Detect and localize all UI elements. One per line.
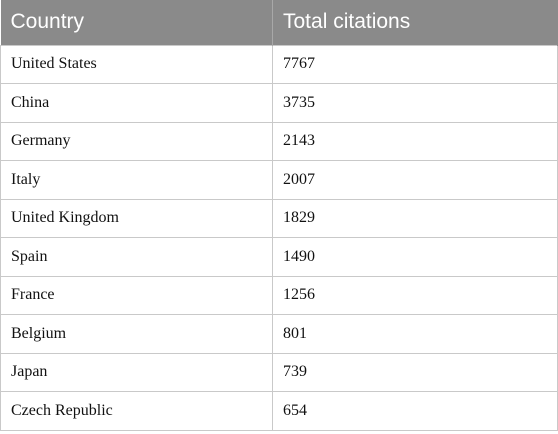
citations-cell: 2143 [272, 121, 558, 161]
table-body: United States 7767 China 3735 Germany 21… [0, 44, 558, 431]
country-cell: France [0, 275, 273, 315]
citations-cell: 3735 [272, 83, 558, 123]
table-row: United Kingdom 1829 [0, 198, 558, 238]
citations-cell: 654 [272, 391, 558, 431]
citations-cell: 1256 [272, 275, 558, 315]
table-header: Country Total citations [0, 0, 558, 45]
citations-cell: 739 [272, 352, 558, 392]
header-total-citations: Total citations [272, 0, 558, 45]
country-cell: Italy [0, 160, 273, 200]
country-cell: Spain [0, 237, 273, 277]
table-row: France 1256 [0, 275, 558, 315]
table-row: Belgium 801 [0, 314, 558, 354]
country-cell: Czech Republic [0, 391, 273, 431]
country-cell: China [0, 83, 273, 123]
table-row: China 3735 [0, 83, 558, 123]
table-row: Germany 2143 [0, 121, 558, 161]
country-cell: United States [0, 44, 273, 84]
table-row: Japan 739 [0, 352, 558, 392]
citations-cell: 1829 [272, 198, 558, 238]
header-row: Country Total citations [0, 0, 558, 45]
table-row: Italy 2007 [0, 160, 558, 200]
citations-cell: 801 [272, 314, 558, 354]
citations-cell: 1490 [272, 237, 558, 277]
country-cell: Japan [0, 352, 273, 392]
country-cell: United Kingdom [0, 198, 273, 238]
table-row: United States 7767 [0, 44, 558, 84]
country-cell: Belgium [0, 314, 273, 354]
citations-cell: 7767 [272, 44, 558, 84]
header-country: Country [0, 0, 273, 45]
table-row: Czech Republic 654 [0, 391, 558, 431]
citations-cell: 2007 [272, 160, 558, 200]
country-cell: Germany [0, 121, 273, 161]
table-row: Spain 1490 [0, 237, 558, 277]
